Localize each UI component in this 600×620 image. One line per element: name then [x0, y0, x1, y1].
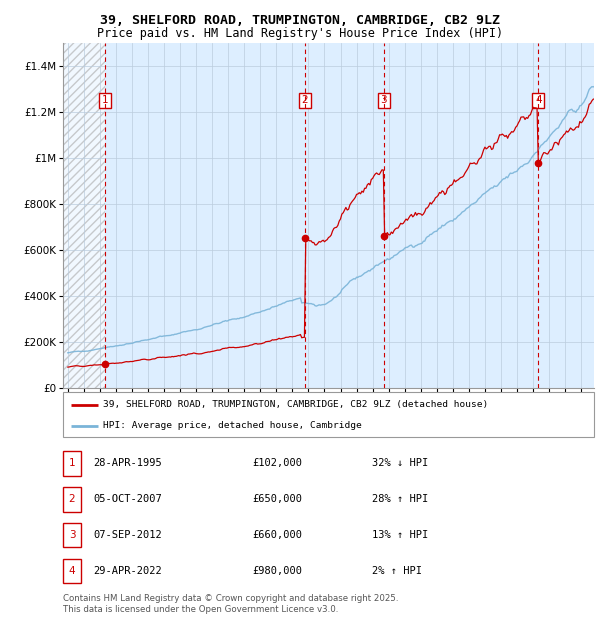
Text: £660,000: £660,000: [252, 530, 302, 540]
Text: HPI: Average price, detached house, Cambridge: HPI: Average price, detached house, Camb…: [103, 422, 362, 430]
Text: 2: 2: [68, 494, 76, 504]
Text: £650,000: £650,000: [252, 494, 302, 504]
Text: 32% ↓ HPI: 32% ↓ HPI: [372, 458, 428, 468]
Text: 13% ↑ HPI: 13% ↑ HPI: [372, 530, 428, 540]
Text: 1: 1: [102, 95, 109, 105]
Bar: [63, 43, 105, 388]
Text: Contains HM Land Registry data © Crown copyright and database right 2025.: Contains HM Land Registry data © Crown c…: [63, 593, 398, 603]
Text: This data is licensed under the Open Government Licence v3.0.: This data is licensed under the Open Gov…: [63, 604, 338, 614]
Text: 3: 3: [380, 95, 387, 105]
Text: 29-APR-2022: 29-APR-2022: [93, 566, 162, 576]
Text: 28-APR-1995: 28-APR-1995: [93, 458, 162, 468]
Text: 39, SHELFORD ROAD, TRUMPINGTON, CAMBRIDGE, CB2 9LZ (detached house): 39, SHELFORD ROAD, TRUMPINGTON, CAMBRIDG…: [103, 400, 488, 409]
Text: 1: 1: [68, 458, 76, 468]
Text: 05-OCT-2007: 05-OCT-2007: [93, 494, 162, 504]
Text: £980,000: £980,000: [252, 566, 302, 576]
Text: Price paid vs. HM Land Registry's House Price Index (HPI): Price paid vs. HM Land Registry's House …: [97, 27, 503, 40]
Text: £102,000: £102,000: [252, 458, 302, 468]
Text: 39, SHELFORD ROAD, TRUMPINGTON, CAMBRIDGE, CB2 9LZ: 39, SHELFORD ROAD, TRUMPINGTON, CAMBRIDG…: [100, 14, 500, 27]
Text: 2% ↑ HPI: 2% ↑ HPI: [372, 566, 422, 576]
Text: 4: 4: [535, 95, 542, 105]
Text: 3: 3: [68, 530, 76, 540]
Text: 4: 4: [68, 566, 76, 576]
Text: 28% ↑ HPI: 28% ↑ HPI: [372, 494, 428, 504]
Text: 2: 2: [301, 95, 308, 105]
Text: 07-SEP-2012: 07-SEP-2012: [93, 530, 162, 540]
